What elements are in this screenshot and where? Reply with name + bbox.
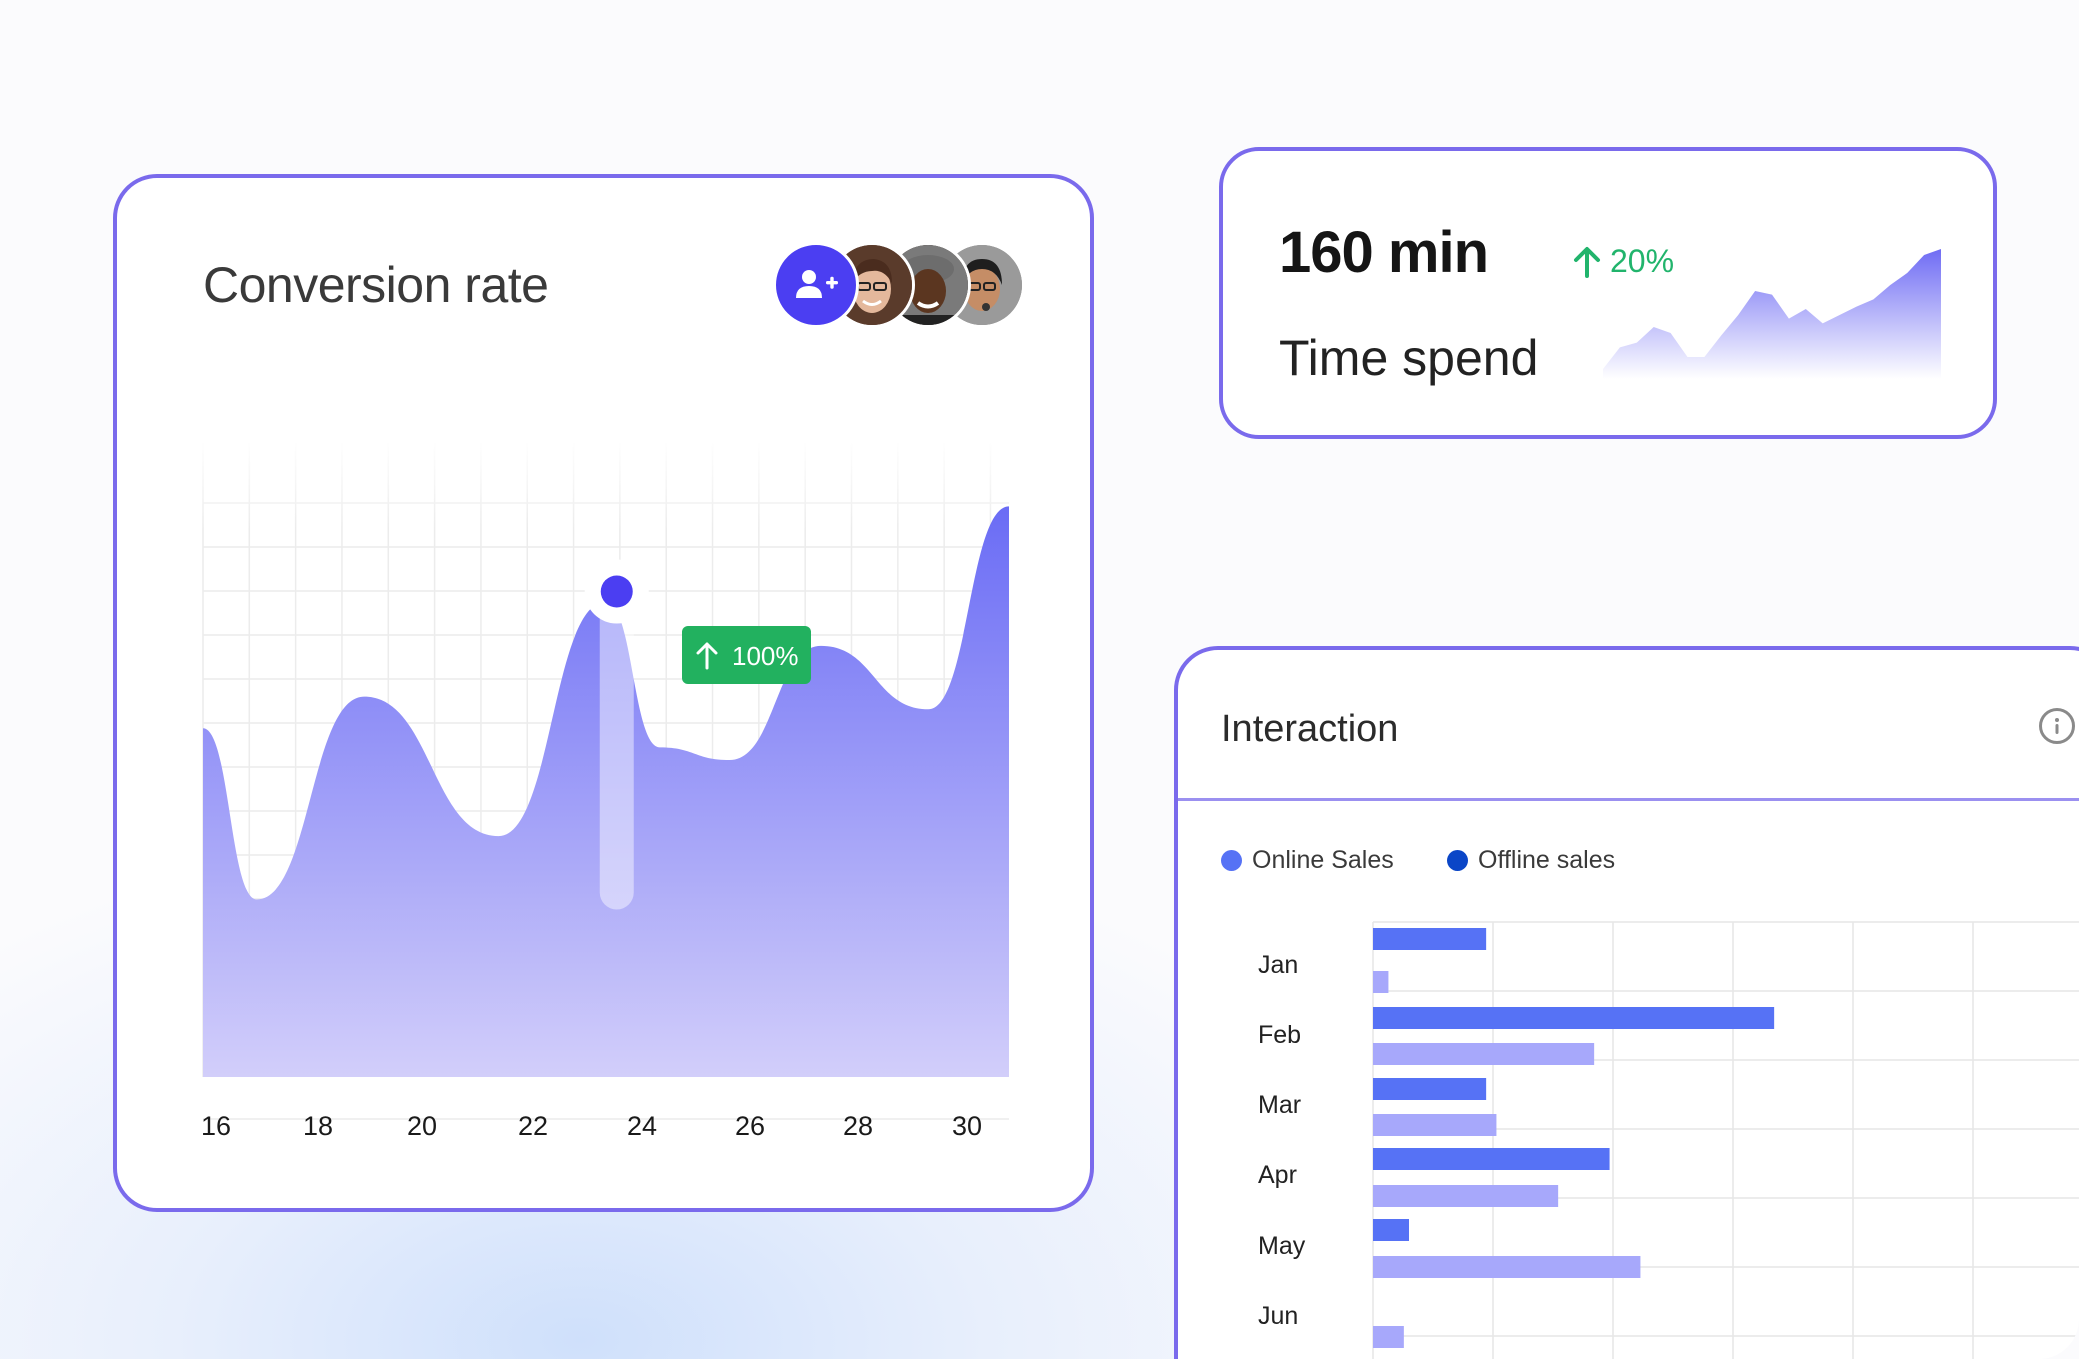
x-tick-label: 24 <box>627 1111 657 1141</box>
time-change-indicator: 20% <box>1572 243 1674 280</box>
bar-online <box>1373 971 1389 993</box>
category-label: Jun <box>1258 1302 1298 1330</box>
legend-dot <box>1221 850 1242 871</box>
highlight-bar <box>599 591 634 910</box>
conversion-rate-card: 100% 16 18 20 22 24 26 28 30 Conversion rate <box>113 174 1094 1212</box>
tooltip-value: 100% <box>732 641 799 671</box>
divider <box>1178 798 2079 801</box>
category-label: Feb <box>1258 1021 1301 1049</box>
arrow-up-icon <box>1574 246 1600 278</box>
avatar-group <box>773 242 1025 328</box>
legend-dot <box>1447 850 1468 871</box>
time-spend-sparkline <box>1603 249 1941 379</box>
category-label: Mar <box>1258 1091 1301 1119</box>
highlight-point <box>600 575 633 608</box>
bar-offline <box>1373 1078 1487 1100</box>
x-tick-label: 26 <box>735 1111 765 1141</box>
tooltip-bg <box>682 626 811 684</box>
category-label: Jan <box>1258 951 1298 979</box>
category-label: May <box>1258 1232 1306 1260</box>
x-tick-label: 28 <box>843 1111 873 1141</box>
info-icon[interactable] <box>2039 708 2075 744</box>
bar-offline <box>1373 928 1487 950</box>
x-tick-label: 20 <box>407 1111 437 1141</box>
legend-item-online[interactable]: Online Sales <box>1221 846 1394 875</box>
tooltip-badge: 100% <box>682 626 811 684</box>
bar-online <box>1373 1114 1497 1136</box>
legend-label: Offline sales <box>1478 846 1616 874</box>
bar-offline <box>1373 1219 1409 1241</box>
arrow-up-icon <box>696 642 718 670</box>
conversion-card-title: Conversion rate <box>203 257 549 313</box>
bar-offline <box>1373 1148 1610 1170</box>
x-tick-label: 22 <box>518 1111 548 1141</box>
interaction-card-title: Interaction <box>1221 708 1399 750</box>
legend-label: Online Sales <box>1252 846 1394 874</box>
x-tick-label: 30 <box>952 1111 982 1141</box>
series-area <box>203 506 1009 1077</box>
conversion-area-chart: 100% 16 18 20 22 24 26 28 30 <box>201 440 1011 1141</box>
category-label: Apr <box>1258 1161 1297 1189</box>
time-spend-card: 160 min Time spend 20% <box>1219 147 1997 439</box>
bar-online <box>1373 1043 1595 1065</box>
bar-offline <box>1373 1007 1775 1029</box>
time-change-value: 20% <box>1610 243 1675 279</box>
interaction-bar-chart: Jan Feb Mar Apr May Jun <box>1258 921 2079 1359</box>
time-spend-value: 160 min <box>1279 220 1489 285</box>
bar-online <box>1373 1256 1641 1278</box>
bar-online <box>1373 1326 1404 1348</box>
time-spend-label: Time spend <box>1279 330 1539 386</box>
x-tick-label: 16 <box>201 1111 231 1141</box>
grid-fade <box>201 440 1011 530</box>
add-user-button[interactable] <box>773 242 859 328</box>
x-tick-label: 18 <box>303 1111 333 1141</box>
series-area <box>1603 249 1941 379</box>
add-user-icon <box>796 270 838 298</box>
interaction-card: Jan Feb Mar Apr May Jun Interaction Online Sa… <box>1174 646 2079 1359</box>
bar-online <box>1373 1185 1559 1207</box>
legend-item-offline[interactable]: Offline sales <box>1447 846 1615 875</box>
